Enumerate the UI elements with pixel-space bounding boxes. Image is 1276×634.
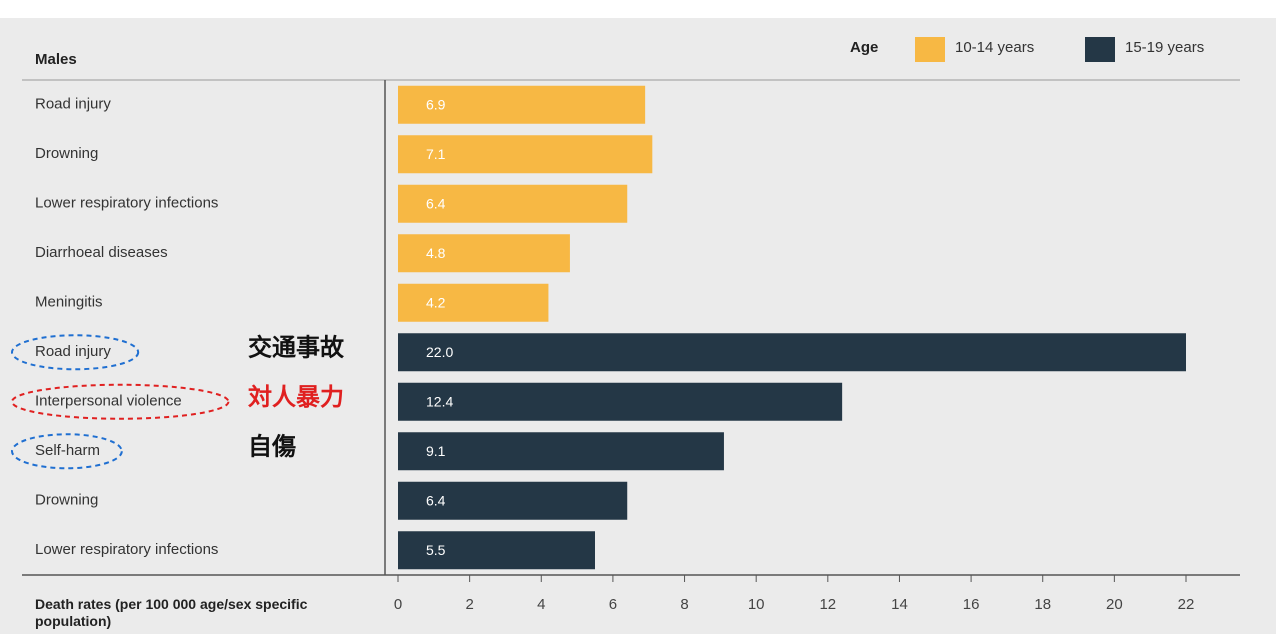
annotation-text: 自傷 — [248, 432, 296, 460]
annotation-text: 対人暴力 — [248, 383, 344, 411]
y-tick-label: Drowning — [35, 492, 98, 509]
x-tick-label: 16 — [963, 596, 980, 613]
value-label: 4.8 — [426, 245, 446, 261]
x-tick-label: 10 — [748, 596, 765, 613]
chart-title: Males — [35, 51, 77, 68]
x-tick-label: 20 — [1106, 596, 1123, 613]
bar — [398, 85, 646, 124]
x-tick-label: 12 — [819, 596, 836, 613]
value-label: 9.1 — [426, 443, 446, 459]
y-tick-label: Road injury — [35, 96, 111, 113]
value-label: 22.0 — [426, 344, 453, 360]
bar — [398, 184, 628, 223]
bar — [398, 432, 724, 471]
value-label: 4.2 — [426, 294, 446, 310]
annotation-text: 交通事故 — [248, 333, 345, 361]
y-tick-label: Lower respiratory infections — [35, 195, 218, 212]
value-label: 6.4 — [426, 195, 446, 211]
annotation-circle — [11, 334, 140, 371]
y-tick-label: Interpersonal violence — [35, 393, 182, 410]
legend-label: 15-19 years — [1125, 39, 1204, 56]
y-tick-label: Diarrhoeal diseases — [35, 244, 168, 261]
y-tick-label: Lower respiratory infections — [35, 541, 218, 558]
x-tick-label: 0 — [394, 596, 402, 613]
annotation-circle — [11, 383, 230, 420]
x-tick-label: 4 — [537, 596, 545, 613]
x-tick-label: 8 — [680, 596, 688, 613]
x-tick-label: 6 — [609, 596, 617, 613]
bar — [398, 382, 843, 421]
value-label: 7.1 — [426, 146, 446, 162]
legend-label: 10-14 years — [955, 39, 1034, 56]
value-label: 6.9 — [426, 96, 446, 112]
x-tick-label: 14 — [891, 596, 908, 613]
bar — [398, 283, 549, 322]
y-tick-label: Self-harm — [35, 442, 100, 459]
x-axis-label-box: Death rates (per 100 000 age/sex specifi… — [35, 596, 308, 629]
bar — [398, 481, 628, 520]
value-label: 12.4 — [426, 393, 453, 409]
bar — [398, 135, 653, 174]
y-tick-label: Meningitis — [35, 294, 103, 311]
legend-title: Age — [850, 39, 878, 56]
x-tick-label: 22 — [1178, 596, 1195, 613]
value-label: 6.4 — [426, 492, 446, 508]
y-tick-label: Drowning — [35, 145, 98, 162]
value-label: 5.5 — [426, 542, 446, 558]
legend-swatch — [1085, 37, 1115, 62]
y-tick-label: Road injury — [35, 343, 111, 360]
x-tick-label: 2 — [465, 596, 473, 613]
annotation-circle — [11, 433, 123, 470]
bar — [398, 333, 1186, 372]
x-tick-label: 18 — [1034, 596, 1051, 613]
legend-swatch — [915, 37, 945, 62]
x-axis-label: Death rates (per 100 000 age/sex specifi… — [35, 596, 308, 629]
bar — [398, 234, 570, 273]
bar — [398, 531, 595, 570]
